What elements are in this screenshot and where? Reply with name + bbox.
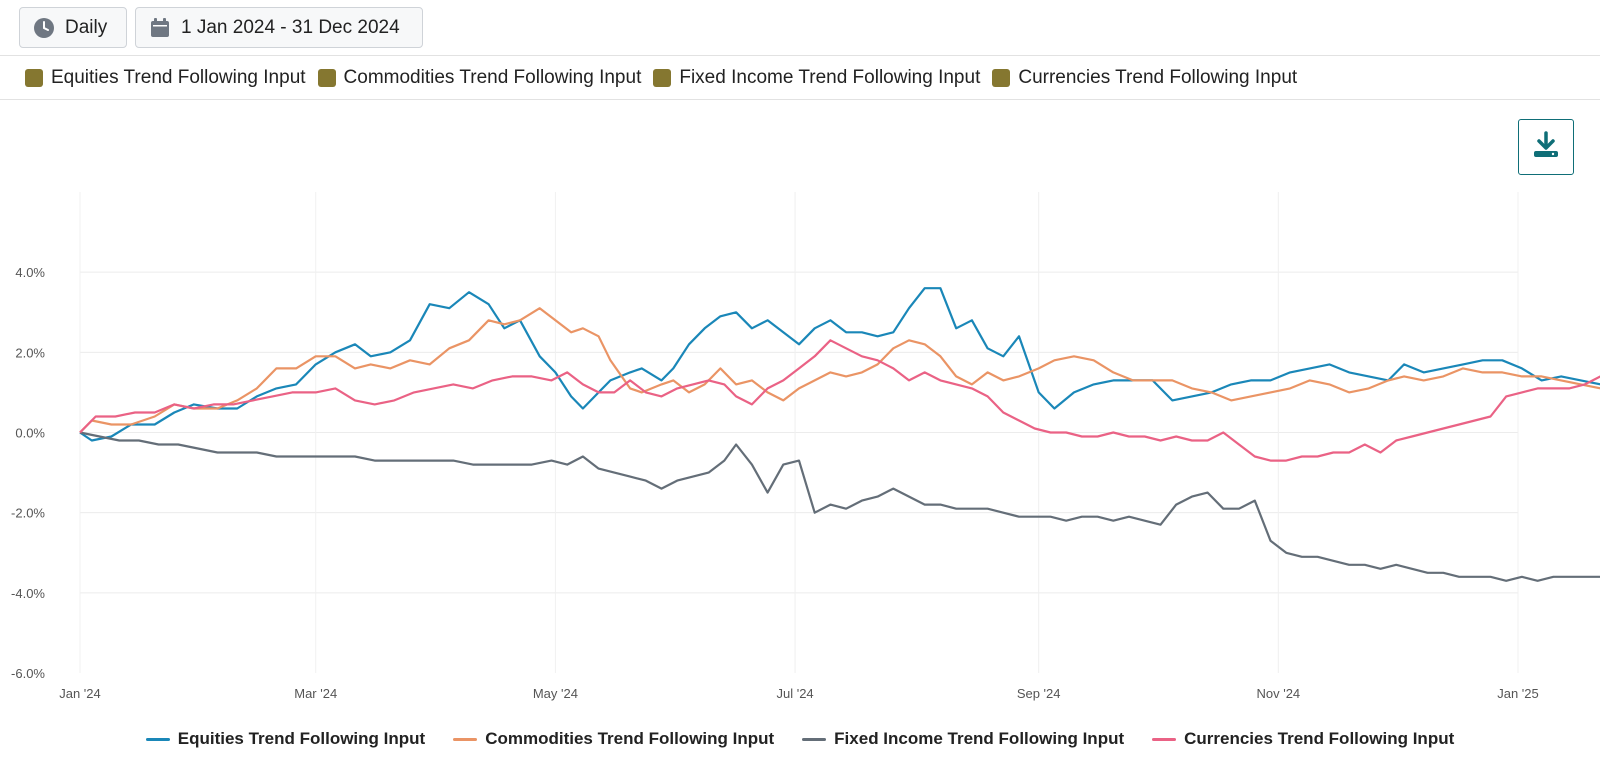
filter-label: Fixed Income Trend Following Input [679,66,981,88]
legend-label: Commodities Trend Following Input [485,729,775,748]
filter-swatch [653,68,672,87]
series-line-1 [79,307,1600,434]
legend-line [145,737,170,741]
x-tick-label: Nov '24 [1256,686,1300,701]
legend-item-currencies[interactable]: Currencies Trend Following Input [1152,729,1454,749]
y-tick-label: -6.0% [11,666,45,681]
filter-currencies[interactable]: Currencies Trend Following Input [992,67,1297,89]
download-button[interactable] [1518,119,1574,175]
filter-equities[interactable]: Equities Trend Following Input [25,67,306,89]
filter-swatch [25,68,43,87]
toolbar: Daily 1 Jan 2024 - 31 Dec 2024 [0,0,1600,56]
filter-label: Equities Trend Following Input [51,66,306,88]
legend-item-equities[interactable]: Equities Trend Following Input [145,729,426,749]
x-tick-label: Jul '24 [776,686,813,701]
y-tick-label: 0.0% [15,426,45,441]
legend-line [1152,737,1177,741]
grid-layer [79,192,1519,673]
x-tick-label: Mar '24 [294,686,337,701]
series-filter-bar: Equities Trend Following Input Commoditi… [0,56,1600,100]
date-range-label: 1 Jan 2024 - 31 Dec 2024 [181,16,400,38]
filter-label: Currencies Trend Following Input [1018,66,1298,88]
series-line-0 [79,287,1600,442]
y-tick-label: -2.0% [11,506,45,521]
filter-swatch [317,68,336,87]
x-tick-label: Jan '25 [1497,686,1539,701]
x-tick-label: Sep '24 [1017,686,1061,701]
legend-label: Currencies Trend Following Input [1184,729,1455,748]
download-icon [1531,130,1561,165]
chart-legend: Equities Trend Following Input Commoditi… [0,726,1600,752]
legend-line [802,737,827,741]
series-line-3 [79,339,1600,462]
date-range-button[interactable]: 1 Jan 2024 - 31 Dec 2024 [135,7,423,48]
filter-fixed-income[interactable]: Fixed Income Trend Following Input [653,67,980,89]
y-tick-label: -4.0% [11,586,45,601]
legend-line [453,737,478,741]
x-tick-label: May '24 [533,686,578,701]
y-tick-label: 2.0% [15,345,45,360]
line-chart: 4.0% 2.0% 0.0% -2.0% -4.0% -6.0% Jan '24 Mar '2… [11,192,1600,701]
clock-icon [32,16,56,40]
series-line-2 [79,431,1600,582]
filter-label: Commodities Trend Following Input [343,66,642,88]
series-layer [79,287,1600,582]
legend-label: Fixed Income Trend Following Input [834,729,1125,748]
legend-item-fixed-income[interactable]: Fixed Income Trend Following Input [802,729,1124,749]
x-tick-label: Jan '24 [59,686,101,701]
legend-label: Equities Trend Following Input [177,729,426,748]
frequency-label: Daily [65,16,108,38]
filter-swatch [992,68,1011,87]
calendar-icon [148,16,172,40]
y-tick-label: 4.0% [15,265,45,280]
legend-item-commodities[interactable]: Commodities Trend Following Input [453,729,774,749]
filter-commodities[interactable]: Commodities Trend Following Input [317,66,642,89]
frequency-button[interactable]: Daily [19,7,127,48]
tick-layer: 4.0% 2.0% 0.0% -2.0% -4.0% -6.0% Jan '24 Mar '2… [11,265,1539,701]
